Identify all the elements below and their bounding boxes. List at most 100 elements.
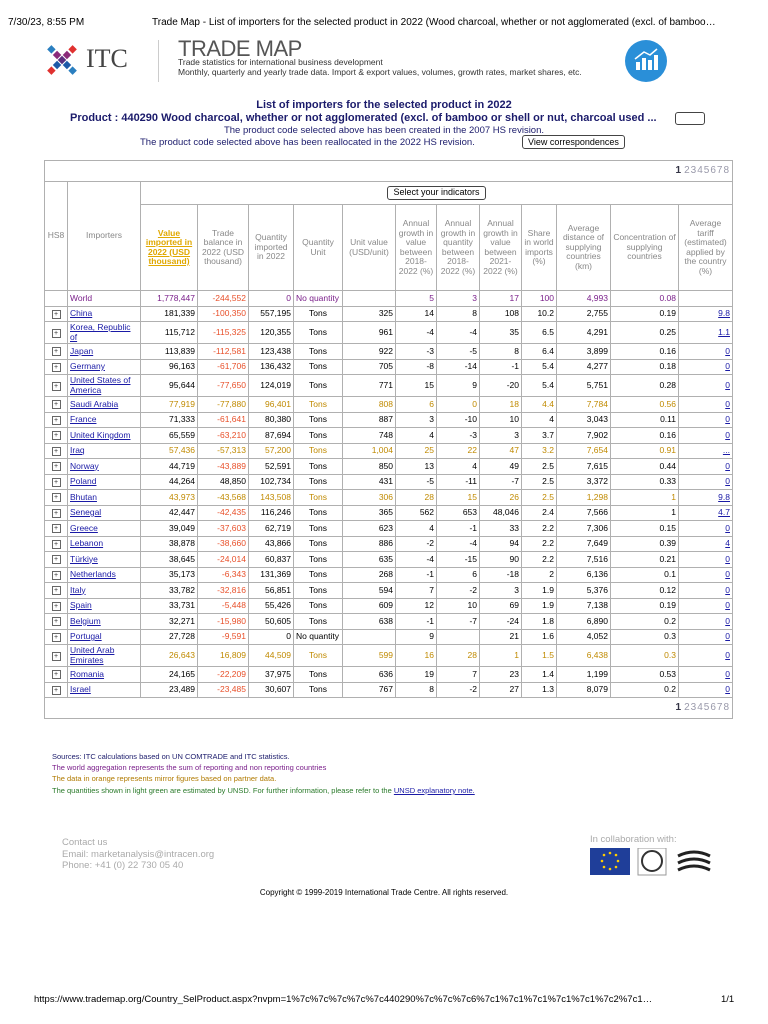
importer-name[interactable]: Greece — [70, 522, 98, 533]
value-cell: -4 — [395, 321, 437, 344]
expand-icon[interactable]: + — [51, 362, 61, 372]
expand-icon[interactable]: + — [51, 617, 61, 627]
expand-icon[interactable]: + — [51, 670, 61, 680]
importer-name[interactable]: China — [70, 308, 93, 318]
page-link[interactable]: 2 — [684, 702, 691, 714]
expand-icon[interactable]: + — [51, 539, 61, 549]
page-link[interactable]: 5 — [703, 165, 711, 177]
expand-icon[interactable]: + — [51, 462, 61, 472]
importer-name[interactable]: United Kingdom — [70, 429, 131, 440]
expand-icon[interactable]: + — [51, 328, 61, 338]
importer-name[interactable]: Senegal — [70, 507, 102, 517]
importer-name[interactable]: Israel — [70, 684, 91, 694]
cell-value: 30,607 — [265, 684, 291, 694]
cell-value[interactable]: 0 — [725, 584, 730, 595]
importer-name[interactable]: Japan — [70, 345, 94, 356]
view-correspondences[interactable]: View correspondences — [522, 135, 625, 149]
importer-name[interactable]: Portugal — [70, 631, 102, 641]
importer-name[interactable]: Poland — [70, 476, 97, 486]
expand-icon[interactable]: + — [51, 446, 61, 456]
page-link[interactable]: 4 — [697, 702, 704, 714]
expand-icon[interactable]: + — [51, 347, 61, 357]
expand-icon[interactable]: + — [51, 508, 61, 518]
cell-value[interactable]: 0 — [725, 553, 730, 564]
cell-value[interactable]: 4 — [725, 538, 730, 548]
cell-value[interactable]: 0 — [725, 668, 730, 679]
expand-icon[interactable]: + — [51, 555, 61, 565]
expand-icon[interactable]: + — [51, 400, 61, 410]
page-link[interactable]: 3 — [690, 165, 698, 177]
cell-value[interactable]: 4.7 — [718, 507, 730, 517]
importer-name[interactable]: France — [70, 414, 97, 424]
contact[interactable]: Contact us — [62, 837, 108, 848]
product-dropdown[interactable] — [675, 112, 705, 125]
cell-value[interactable]: 0 — [725, 361, 730, 371]
cell-value[interactable]: 0 — [725, 379, 730, 390]
importer-name[interactable]: Türkiye — [70, 553, 98, 564]
cell-value[interactable]: 0 — [725, 615, 730, 626]
cell-value[interactable]: 0 — [725, 345, 730, 356]
expand-icon[interactable]: + — [51, 493, 61, 503]
cell-value[interactable]: 9.8 — [718, 308, 730, 318]
page-link[interactable]: 7 — [716, 702, 724, 714]
expand-icon[interactable]: + — [51, 651, 61, 661]
page-link[interactable]: 8 — [723, 702, 730, 714]
expand-icon[interactable]: + — [51, 586, 61, 596]
importer-name[interactable]: Italy — [70, 584, 86, 595]
cell-value[interactable]: 0 — [725, 684, 730, 694]
value-cell: ... — [678, 442, 733, 459]
page-link[interactable]: 4 — [697, 165, 704, 177]
value-cell: Tons — [293, 458, 343, 475]
importer-name[interactable]: Germany — [70, 361, 105, 371]
cell-value[interactable]: 0 — [725, 522, 730, 533]
expand-icon[interactable]: + — [51, 431, 61, 441]
page-link[interactable]: 5 — [703, 702, 711, 714]
cell-value[interactable]: 0 — [725, 631, 730, 641]
expand-icon[interactable]: + — [51, 570, 61, 580]
importer-name[interactable]: Romania — [70, 668, 105, 679]
importer-name[interactable]: Norway — [70, 460, 99, 471]
page-link[interactable]: 3 — [690, 702, 698, 714]
page-link[interactable]: 7 — [716, 165, 724, 177]
expand-icon[interactable]: + — [51, 601, 61, 611]
expand-icon[interactable]: + — [51, 632, 61, 642]
importer-name[interactable]: United Arab Emirates — [70, 645, 115, 665]
expand-icon[interactable]: + — [51, 309, 61, 319]
cell-value[interactable]: 9.8 — [718, 491, 730, 502]
cell-value[interactable]: 0 — [725, 476, 730, 486]
page-link[interactable]: 6 — [710, 702, 717, 714]
expand-icon[interactable]: + — [51, 415, 61, 425]
cell-value: Tons — [309, 326, 327, 337]
importer-name[interactable]: United States of America — [70, 375, 131, 395]
expand-icon[interactable]: + — [51, 685, 61, 695]
cell-value[interactable]: 0 — [725, 460, 730, 471]
importer-name[interactable]: Saudi Arabia — [70, 398, 119, 409]
cell-value[interactable]: ... — [722, 445, 730, 455]
cell-value[interactable]: 1.1 — [718, 326, 730, 337]
cell-value[interactable]: 0 — [725, 414, 730, 424]
column-header[interactable]: Value imported in 2022 (USD thousand) — [140, 204, 198, 291]
page-link[interactable]: 2 — [684, 165, 691, 177]
cell-value[interactable]: 0 — [725, 569, 730, 579]
page-link[interactable]: 1 — [675, 702, 683, 714]
cell-value[interactable]: 0 — [725, 600, 730, 610]
unsd-link[interactable]: UNSD explanatory note. — [393, 786, 475, 795]
expand-icon[interactable]: + — [51, 524, 61, 534]
page-link[interactable]: 8 — [723, 165, 730, 177]
importer-name[interactable]: Iraq — [70, 445, 85, 455]
cell-value[interactable]: 0 — [725, 649, 730, 660]
page-link[interactable]: 1 — [675, 165, 683, 177]
importer-name[interactable]: Bhutan — [70, 491, 97, 502]
importer-name[interactable]: Belgium — [70, 615, 101, 626]
cell-value[interactable]: 0 — [725, 429, 730, 440]
select-indicators[interactable]: Select your indicators — [387, 186, 486, 200]
expand-icon[interactable]: + — [51, 477, 61, 487]
expand-icon[interactable]: + — [51, 381, 61, 391]
importer-name[interactable]: Spain — [70, 600, 92, 610]
importer-name[interactable]: Korea, Republic of — [70, 322, 131, 342]
page-link[interactable]: 6 — [710, 165, 717, 177]
value-cell: 4 — [521, 411, 557, 428]
importer-name[interactable]: Netherlands — [70, 569, 116, 579]
cell-value[interactable]: 0 — [725, 398, 730, 409]
importer-name[interactable]: Lebanon — [70, 538, 104, 548]
